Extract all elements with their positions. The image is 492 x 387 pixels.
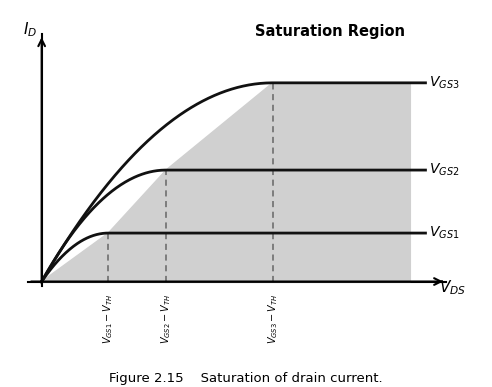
Text: $V_{GS1} - V_{TH}$: $V_{GS1} - V_{TH}$ [101,294,115,344]
Text: Figure 2.15    Saturation of drain current.: Figure 2.15 Saturation of drain current. [109,372,383,385]
Text: $V_{GS2} - V_{TH}$: $V_{GS2} - V_{TH}$ [159,294,173,344]
Text: $V_{GS1}$: $V_{GS1}$ [430,225,460,241]
Polygon shape [42,83,410,281]
Text: $V_{GS2}$: $V_{GS2}$ [430,162,460,178]
Text: $V_{GS3} - V_{TH}$: $V_{GS3} - V_{TH}$ [266,294,279,344]
Text: $V_{DS}$: $V_{DS}$ [439,278,466,297]
Text: $V_{GS3}$: $V_{GS3}$ [430,75,460,91]
Text: Saturation Region: Saturation Region [255,24,405,39]
Text: $I_D$: $I_D$ [24,20,37,39]
